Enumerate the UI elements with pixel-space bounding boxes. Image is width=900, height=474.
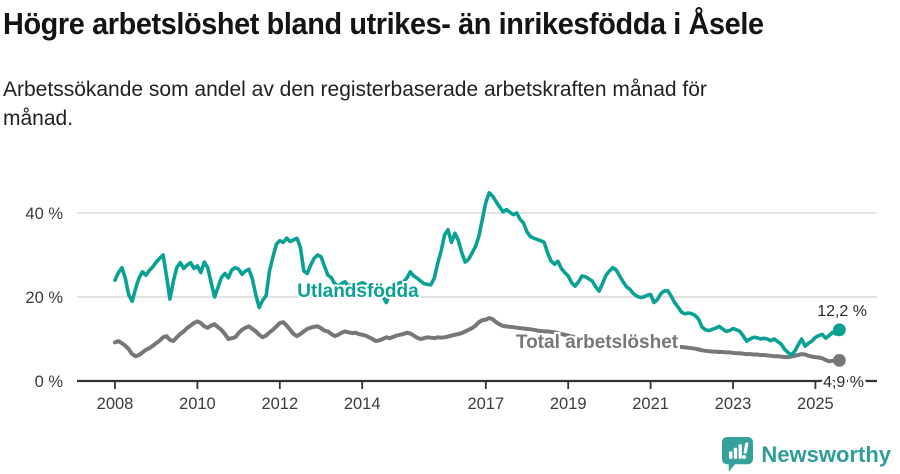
y-axis-label: 40 % [25, 205, 63, 223]
newsworthy-logo: Newsworthy [721, 436, 891, 473]
x-axis-label: 2025 [797, 395, 834, 413]
x-axis-label: 2010 [179, 395, 216, 413]
newsworthy-wordmark: Newsworthy [761, 441, 891, 467]
x-axis-label: 2019 [550, 395, 587, 413]
end-dot-utlandsfodda [833, 323, 846, 337]
bar-3 [738, 444, 743, 459]
chart-subtitle-line-1: Arbetssökande som andel av den registerb… [3, 78, 707, 101]
newsworthy-icon [722, 437, 754, 472]
y-axis-label: 20 % [25, 289, 63, 307]
x-axis-label: 2017 [467, 395, 504, 413]
end-dot-total [833, 354, 846, 367]
chart-title: Högre arbetslöshet bland utrikes- än inr… [3, 6, 764, 41]
y-axis-label: 0 % [35, 373, 64, 391]
bar-2 [734, 447, 738, 459]
end-value-utlandsfodda: 12,2 % [817, 303, 867, 320]
bar-1 [729, 451, 733, 459]
x-axis-label: 2012 [261, 395, 298, 413]
end-value-total: 4,9 % [823, 374, 864, 391]
x-axis-label: 2008 [97, 395, 134, 413]
chart-subtitle-line-2: månad. [3, 106, 74, 130]
x-axis-label: 2021 [632, 395, 669, 413]
chart-subtitle: Arbetssökande som andel av den registerb… [3, 76, 707, 134]
series-line-utlandsfodda [113, 191, 842, 357]
series-label-total: Total arbetslöshet [516, 332, 679, 353]
series-label-utlandsfodda: Utlandsfödda [297, 281, 419, 302]
x-axis-label: 2023 [715, 395, 752, 413]
series-line-total [113, 316, 842, 364]
exclamation-mark [742, 442, 749, 459]
x-axis-label: 2014 [344, 395, 381, 413]
